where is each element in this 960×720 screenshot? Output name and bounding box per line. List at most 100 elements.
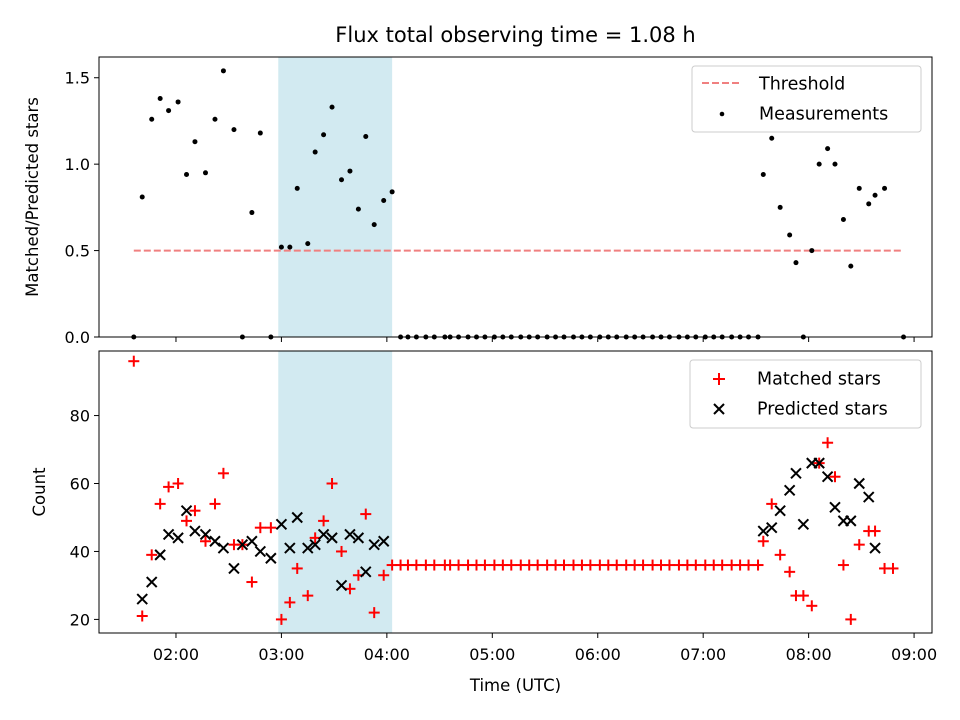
measurement-point xyxy=(872,192,878,198)
predicted-star-point xyxy=(302,542,314,554)
matched-star-point xyxy=(246,576,258,588)
measurement-point xyxy=(212,116,218,122)
predicted-star-point xyxy=(180,504,193,517)
matched-star-point xyxy=(209,498,221,510)
measurement-point xyxy=(139,194,145,200)
top-legend-box xyxy=(691,65,922,133)
predicted-star-point xyxy=(774,504,786,517)
chart-title: Flux total observing time = 1.08 h xyxy=(335,23,695,47)
measurement-point xyxy=(321,132,327,138)
matched-star-point xyxy=(887,562,899,574)
predicted-star-point xyxy=(162,528,175,541)
predicted-star-point xyxy=(136,593,148,605)
bottom-axes-frame xyxy=(98,350,933,634)
measurement-point xyxy=(363,134,369,140)
predicted-star-point xyxy=(317,528,330,541)
matched-star-point xyxy=(806,600,818,612)
bottom-x-tick-label: 03:00 xyxy=(258,645,304,664)
matched-star-point xyxy=(822,437,834,449)
measurement-point xyxy=(793,260,799,266)
predicted-star-point xyxy=(335,579,348,592)
predicted-star-point xyxy=(797,518,810,530)
top-y-tick-label: 0.5 xyxy=(65,242,90,261)
predicted-star-point xyxy=(199,528,212,541)
matched-star-point xyxy=(797,590,809,602)
measurement-point xyxy=(305,241,311,247)
predicted-star-point xyxy=(790,467,802,480)
matched-star-point xyxy=(757,535,769,547)
top-y-ticks: 0.0 0.5 1.0 1.5 xyxy=(65,69,99,347)
matched-star-point xyxy=(584,559,596,571)
top-highlight-span-layer xyxy=(278,57,393,337)
bottom-x-tick-label: 05:00 xyxy=(469,645,515,664)
top-y-tick-label: 0.0 xyxy=(65,328,90,347)
top-measurement-points xyxy=(131,68,907,340)
matched-star-point xyxy=(837,559,849,571)
measurement-point xyxy=(840,216,846,222)
top-panel: 0.0 0.5 1.0 1.5 Flux total observing time =… xyxy=(23,23,933,347)
measurement-point xyxy=(809,248,815,254)
predicted-star-point xyxy=(172,532,184,544)
matched-star-point xyxy=(743,559,755,571)
predicted-star-point xyxy=(344,528,356,541)
matched-star-point xyxy=(318,515,330,527)
measurement-point xyxy=(777,204,783,210)
matched-star-point xyxy=(284,596,296,608)
measurement-point xyxy=(184,172,190,178)
matched-star-point xyxy=(558,559,570,571)
legend-predicted-label: Predicted stars xyxy=(757,400,888,420)
measurement-point xyxy=(347,168,353,174)
measurement-point xyxy=(220,68,226,74)
measurement-point xyxy=(175,99,181,105)
legend-matched-swatch xyxy=(713,373,725,385)
bottom-x-tick-label: 04:00 xyxy=(364,645,410,664)
measurement-point xyxy=(166,108,172,114)
bottom-legend-box xyxy=(689,359,922,429)
measurement-point xyxy=(866,201,872,207)
measurement-point xyxy=(825,146,831,152)
measurement-point xyxy=(149,116,155,122)
matched-star-point xyxy=(716,559,728,571)
matched-star-point xyxy=(326,478,338,490)
predicted-star-point xyxy=(352,532,365,544)
matched-star-point xyxy=(189,505,201,517)
matched-star-point xyxy=(774,549,786,561)
top-axes-frame xyxy=(98,56,933,338)
predicted-star-point xyxy=(228,562,240,575)
measurement-point xyxy=(257,130,263,136)
predicted-star-point xyxy=(853,477,865,490)
measurement-point xyxy=(848,263,854,269)
predicted-star-point xyxy=(757,525,769,537)
measurement-point xyxy=(787,232,793,238)
bottom-x-tick-label: 06:00 xyxy=(575,645,621,664)
matched-star-point xyxy=(291,562,303,574)
top-y-axis-label: Matched/Predicted stars xyxy=(23,97,42,297)
predicted-star-point xyxy=(783,484,796,497)
predicted-star-point xyxy=(360,566,372,578)
predicted-star-point xyxy=(209,535,221,547)
measurement-point xyxy=(202,170,208,176)
bottom-y-tick-label: 80 xyxy=(70,407,90,426)
matched-star-point xyxy=(336,545,348,557)
measurement-point xyxy=(249,210,255,216)
predicted-star-point xyxy=(309,538,321,551)
matched-star-point xyxy=(479,559,491,571)
matched-star-point xyxy=(752,559,764,571)
top-highlight-span xyxy=(278,57,393,337)
predicted-star-point xyxy=(326,532,338,544)
matched-star-point xyxy=(128,355,140,367)
predicted-stars-points xyxy=(136,457,881,605)
measurement-point xyxy=(389,189,395,195)
legend-measurements-swatch xyxy=(719,111,725,117)
bottom-highlight-span-layer xyxy=(278,351,393,633)
measurement-point xyxy=(329,104,335,110)
matched-star-point xyxy=(199,535,211,547)
predicted-star-point xyxy=(377,535,390,547)
predicted-star-point xyxy=(154,549,166,561)
matched-star-point xyxy=(611,559,623,571)
matched-star-point xyxy=(505,559,517,571)
matched-star-point xyxy=(360,508,372,520)
measurement-point xyxy=(339,177,345,183)
